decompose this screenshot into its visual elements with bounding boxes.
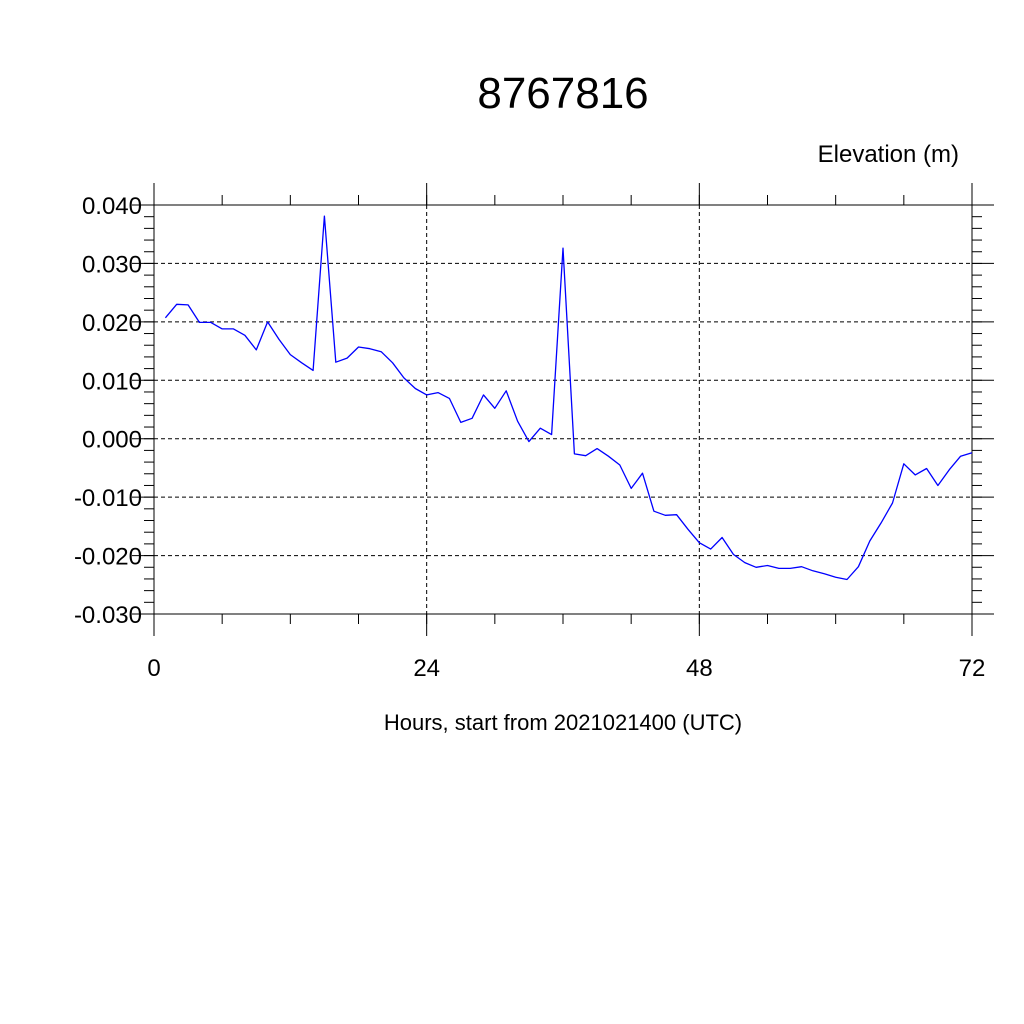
chart-title: 8767816 [477, 69, 648, 118]
y-axis-label: Elevation (m) [818, 141, 959, 168]
y-tick-label: 0.040 [82, 193, 142, 220]
tick-labels: -0.030 -0.020 -0.010 0.000 0.010 0.020 0.030 0.… [74, 193, 985, 682]
y-tick-label: -0.020 [74, 544, 142, 571]
y-tick-label: 0.010 [82, 368, 142, 395]
y-tick-label: -0.030 [74, 602, 142, 629]
x-tick-label: 48 [686, 655, 713, 682]
y-tick-label: 0.030 [82, 251, 142, 278]
grid-lines [153, 204, 973, 615]
y-tick-label: 0.000 [82, 427, 142, 454]
series-group [164, 215, 973, 581]
x-axis-label: Hours, start from 2021021400 (UTC) [384, 710, 742, 735]
plot-frame [153, 204, 973, 615]
major-ticks [132, 183, 994, 636]
x-tick-label: 0 [147, 655, 160, 682]
x-tick-label: 72 [959, 655, 986, 682]
y-tick-label: -0.010 [74, 485, 142, 512]
elevation-series-line [164, 215, 973, 581]
x-tick-label: 24 [413, 655, 440, 682]
y-tick-label: 0.020 [82, 310, 142, 337]
